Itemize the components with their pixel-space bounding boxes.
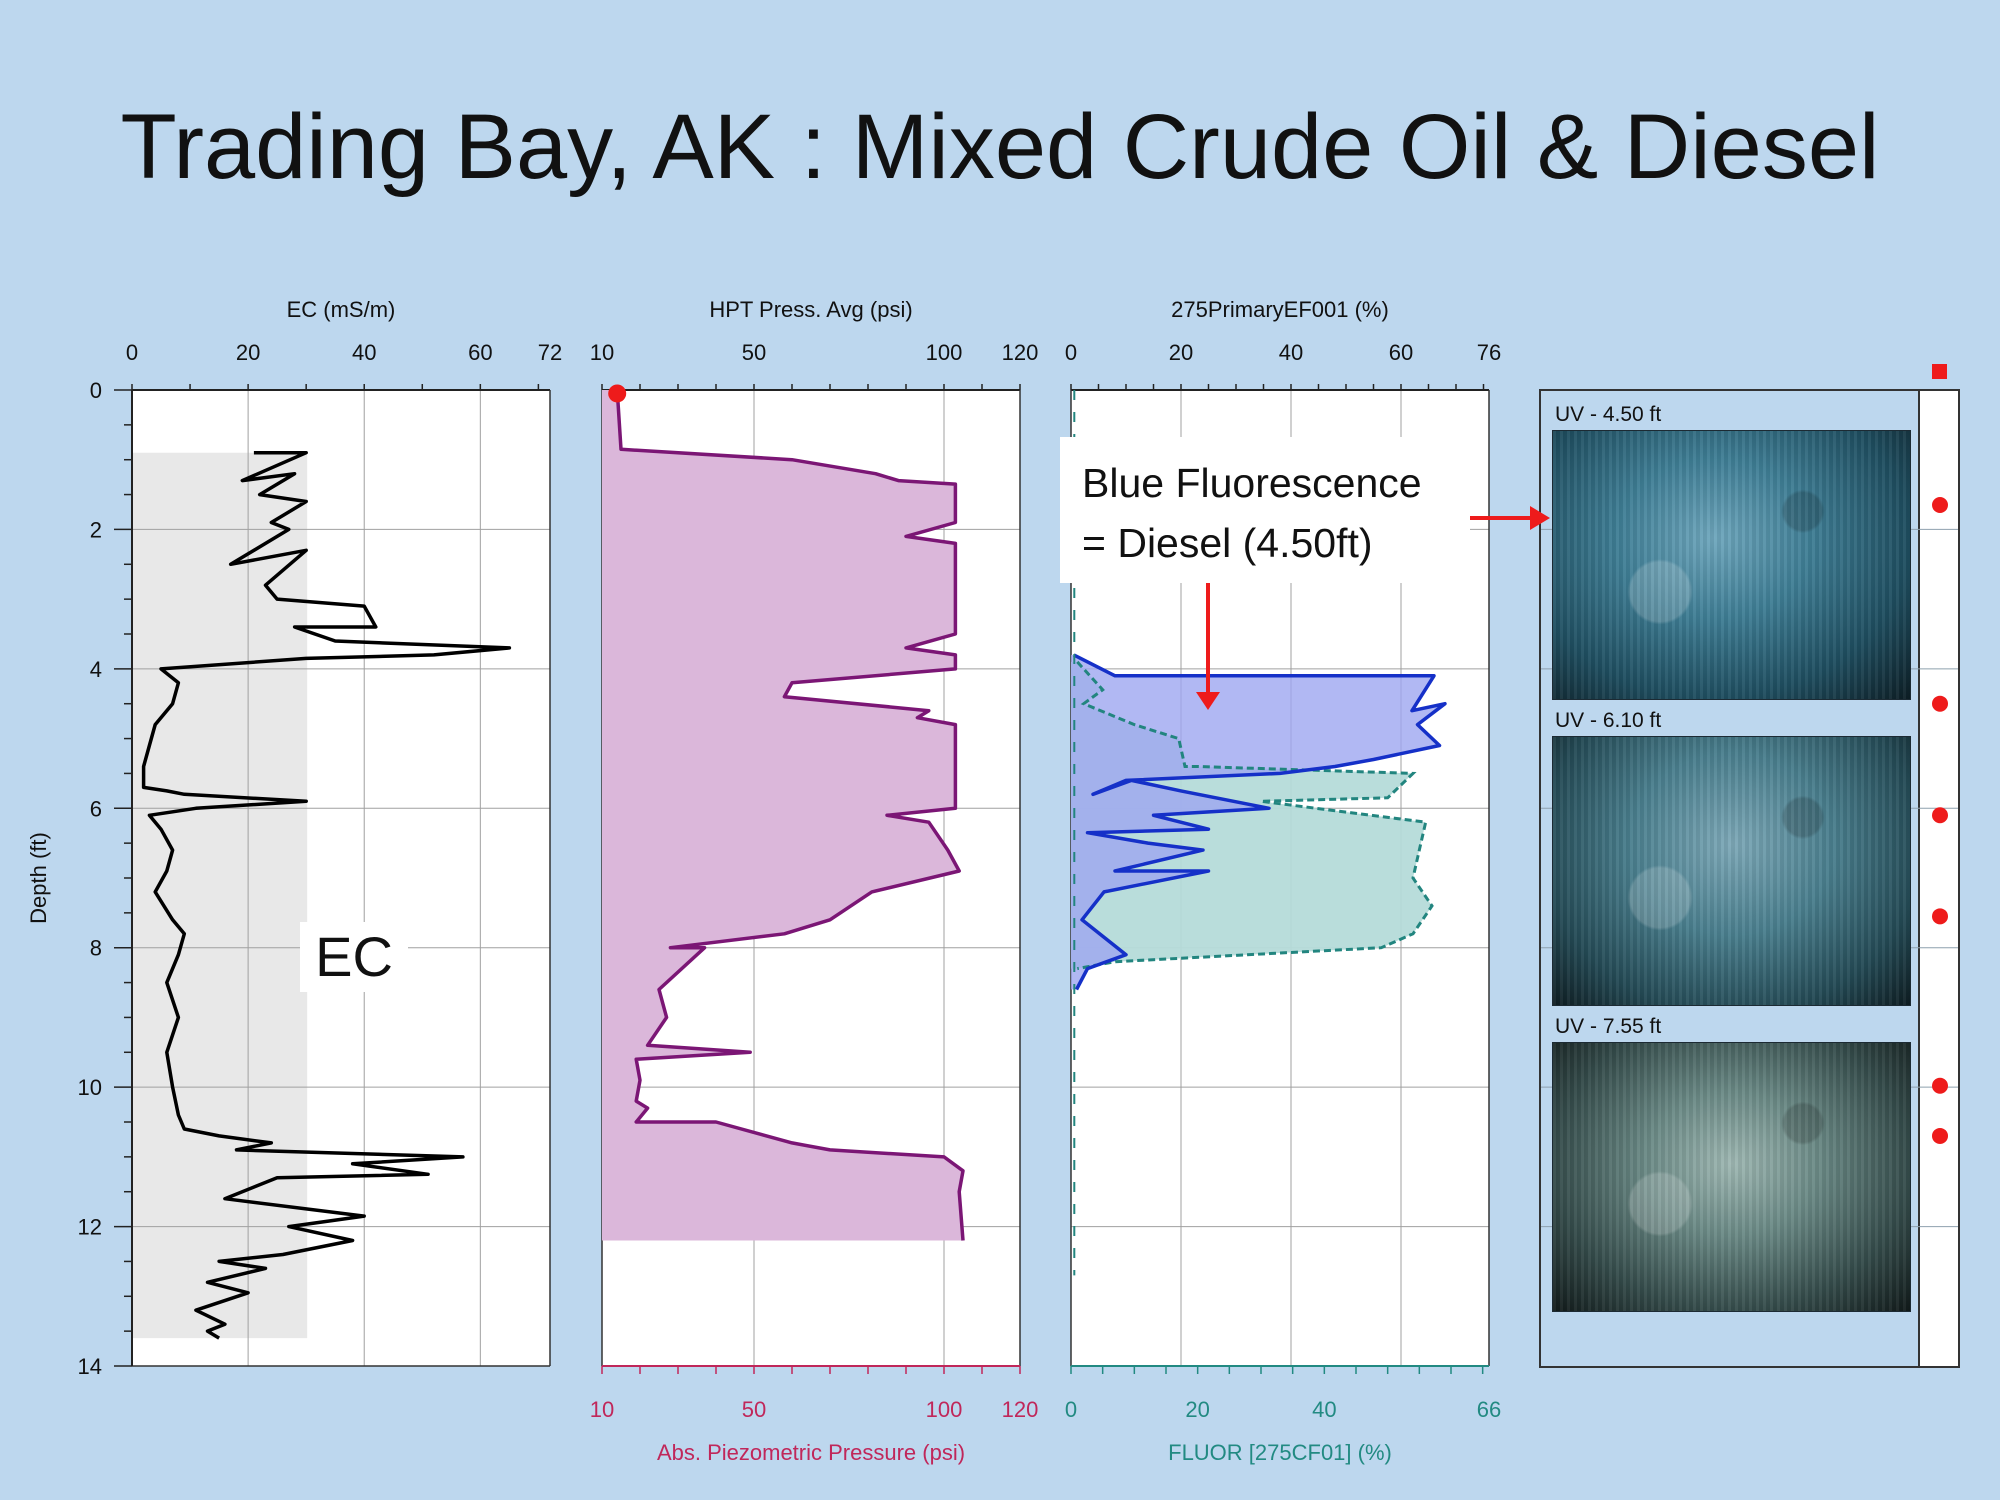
- bottom-tick-label: 50: [742, 1397, 766, 1422]
- depth-marker-column: [1918, 389, 1960, 1368]
- top-tick-label: 20: [236, 340, 260, 365]
- depth-tick-label: 6: [90, 796, 102, 821]
- bottom-tick-label: 120: [1002, 1397, 1039, 1422]
- top-tick-label: 40: [352, 340, 376, 365]
- arrowhead-right: [1530, 506, 1550, 530]
- top-tick-label: 0: [126, 340, 138, 365]
- depth-tick-label: 8: [90, 936, 102, 961]
- bottom-axis-title: Abs. Piezometric Pressure (psi): [657, 1440, 965, 1465]
- arrowhead-down: [1196, 692, 1220, 710]
- depth-marker: [1932, 1127, 1948, 1144]
- bottom-axis-title: FLUOR [275CF01] (%): [1168, 1440, 1392, 1465]
- ec-series-line: [141, 450, 512, 1340]
- top-tick-label: 10: [590, 340, 614, 365]
- bottom-tick-label: 20: [1185, 1397, 1209, 1422]
- photo-depth-marker: [1932, 908, 1948, 925]
- photo-depth-marker: [1932, 695, 1948, 712]
- hpt-start-marker: [608, 384, 627, 403]
- uv-photo-7-55: [1552, 1042, 1911, 1312]
- fluor-primary-area: [1071, 654, 1445, 990]
- hpt-series-line: [615, 389, 965, 1241]
- bottom-tick-label: 66: [1477, 1397, 1501, 1422]
- fluor-primary-line: [1073, 653, 1447, 991]
- bottom-tick-label: 40: [1312, 1397, 1336, 1422]
- photo-depth-marker: [1932, 807, 1948, 824]
- photo-texture: [1553, 1043, 1910, 1311]
- depth-axis-label: Depth (ft): [26, 832, 51, 924]
- ec-track: 0 2 4 6 8 10 12 14 Depth (ft) 0 20 40 60 72 EC (mS/m): [26, 297, 562, 1379]
- uv-photo-label: UV - 4.50 ft: [1555, 403, 1662, 426]
- top-tick-label: 120: [1002, 340, 1039, 365]
- photo-texture: [1553, 737, 1910, 1005]
- depth-tick-label: 4: [90, 657, 102, 682]
- uv-photo-4-50: [1552, 430, 1911, 700]
- fluor-secondary-line: [1076, 660, 1434, 971]
- top-tick-label: 100: [926, 340, 963, 365]
- depth-marker: [1932, 497, 1948, 514]
- top-tick-label: 76: [1477, 340, 1501, 365]
- callout-line-1: Blue Fluorescence: [1082, 460, 1422, 506]
- depth-tick-label: 12: [78, 1215, 102, 1240]
- top-tick-label: 0: [1065, 340, 1077, 365]
- callout-line-2: = Diesel (4.50ft): [1082, 520, 1373, 566]
- top-tick-label: 60: [1389, 340, 1413, 365]
- uv-photo-label: UV - 6.10 ft: [1555, 709, 1662, 732]
- top-tick-label: 40: [1279, 340, 1303, 365]
- depth-tick-label: 14: [78, 1354, 102, 1379]
- track-title: EC (mS/m): [287, 297, 396, 322]
- depth-marker: [1932, 1077, 1948, 1094]
- photo-texture: [1553, 431, 1910, 699]
- depth-marker-square: [1932, 364, 1947, 379]
- track-title: HPT Press. Avg (psi): [709, 297, 912, 322]
- depth-tick-label: 10: [78, 1075, 102, 1100]
- top-tick-label: 20: [1169, 340, 1193, 365]
- bottom-tick-label: 0: [1065, 1397, 1077, 1422]
- slide-title: Trading Bay, AK : Mixed Crude Oil & Dies…: [120, 96, 1880, 198]
- top-tick-label: 50: [742, 340, 766, 365]
- bottom-tick-label: 100: [926, 1397, 963, 1422]
- blue-fluorescence-callout: Blue Fluorescence = Diesel (4.50ft): [1060, 437, 1470, 583]
- ec-label: EC: [300, 922, 408, 992]
- bottom-tick-label: 10: [590, 1397, 614, 1422]
- hpt-area-fill: [602, 390, 963, 1241]
- top-tick-label: 72: [538, 340, 562, 365]
- hpt-track: 10 50 100 120 10 50 100 120 HPT Press. Avg (psi)…: [590, 297, 1039, 1465]
- track-title: 275PrimaryEF001 (%): [1171, 297, 1389, 322]
- depth-tick-label: 0: [90, 378, 102, 403]
- top-tick-label: 60: [468, 340, 492, 365]
- uv-photo-label: UV - 7.55 ft: [1555, 1015, 1662, 1038]
- depth-tick-label: 2: [90, 517, 102, 542]
- uv-photo-6-10: [1552, 736, 1911, 1006]
